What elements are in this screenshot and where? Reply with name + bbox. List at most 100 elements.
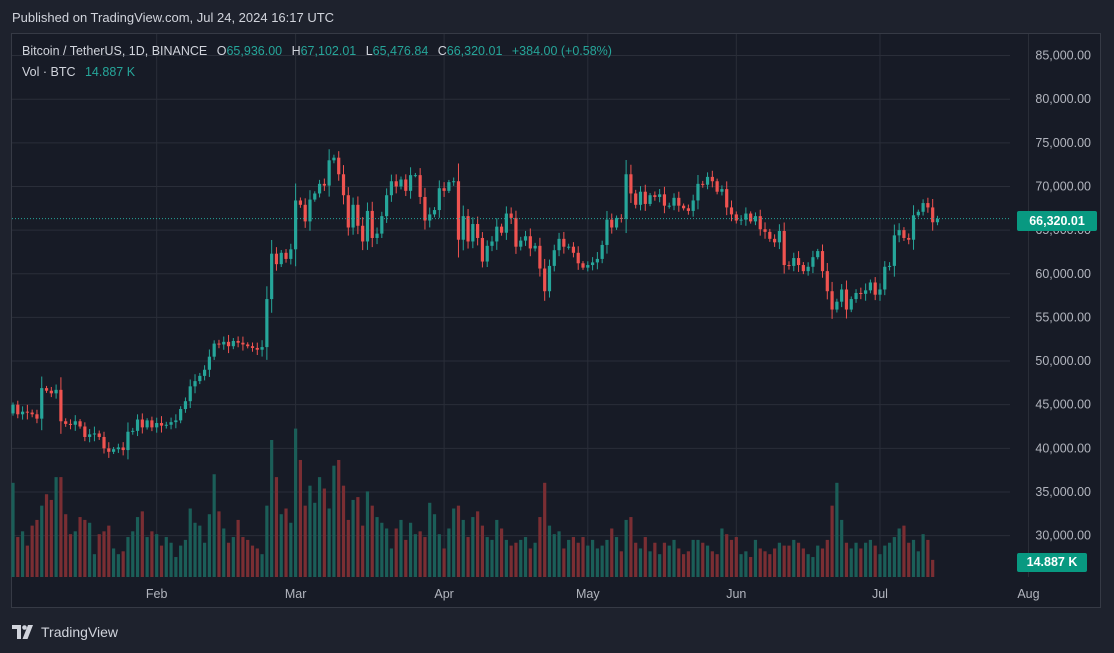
volume-bar xyxy=(284,508,288,577)
candle-body xyxy=(380,216,384,234)
candle-body xyxy=(408,175,413,191)
volume-bar xyxy=(241,537,245,577)
candle-body xyxy=(231,340,235,347)
volume-bar xyxy=(595,548,599,577)
candle-body xyxy=(749,213,753,222)
volume-bar xyxy=(634,542,638,577)
volume-bar xyxy=(30,525,34,577)
volume-bar xyxy=(198,525,202,577)
volume-bar xyxy=(557,531,561,577)
volume-bar xyxy=(92,554,97,577)
volume-bar xyxy=(68,534,73,577)
candle-body xyxy=(705,176,710,185)
volume-bar xyxy=(274,477,279,577)
candle-body xyxy=(212,343,216,357)
volume-bar xyxy=(107,525,111,577)
volume-bar xyxy=(279,514,283,577)
tradingview-brand[interactable]: TradingView xyxy=(12,624,118,640)
candle-body xyxy=(418,175,422,197)
candle-body xyxy=(116,447,120,450)
volume-bar xyxy=(183,539,188,577)
time-tick-label: May xyxy=(576,587,600,601)
volume-bar xyxy=(88,522,92,577)
candle-body xyxy=(370,210,374,238)
volume-bar xyxy=(864,542,868,577)
candle-body xyxy=(931,207,935,223)
candle-body xyxy=(217,343,221,345)
candle-body xyxy=(854,292,858,300)
low-label: L xyxy=(365,44,373,58)
volume-bar xyxy=(710,551,714,577)
candle-body xyxy=(322,183,326,186)
volume-bar xyxy=(581,537,585,577)
volume-bar xyxy=(294,428,298,577)
candle-body xyxy=(274,253,279,265)
volume-bar xyxy=(476,511,480,577)
candle-body xyxy=(265,299,269,348)
volume-bar xyxy=(552,534,556,577)
candle-body xyxy=(634,193,638,205)
volume-bar xyxy=(78,517,82,577)
volume-bar xyxy=(873,545,877,577)
candle-body xyxy=(547,265,552,292)
candle-body xyxy=(222,341,226,345)
volume-bar xyxy=(179,545,183,577)
candle-body xyxy=(145,420,149,428)
candle-body xyxy=(131,430,135,432)
candle-body xyxy=(375,233,379,238)
candle-body xyxy=(523,236,528,241)
candles xyxy=(11,149,940,460)
volume-bar xyxy=(495,519,499,577)
volume-bar xyxy=(897,528,901,577)
volume-bar xyxy=(610,528,614,577)
volume-bar xyxy=(126,537,130,577)
candle-body xyxy=(97,433,101,437)
volume-bar xyxy=(131,531,135,577)
volume-bar xyxy=(887,542,892,577)
chart-frame[interactable] xyxy=(11,33,1101,608)
candle-body xyxy=(404,179,408,191)
candle-body xyxy=(135,419,140,431)
price-tick-label: 70,000.00 xyxy=(1035,179,1091,193)
volume-bar xyxy=(830,505,834,577)
candle-body xyxy=(44,388,49,391)
candle-body xyxy=(102,436,106,449)
volume-bar xyxy=(806,554,810,577)
volume-bar xyxy=(231,537,235,577)
candle-body xyxy=(246,344,250,347)
volume-bar xyxy=(653,542,657,577)
volume-bar xyxy=(456,505,461,577)
candle-body xyxy=(169,422,173,425)
volume-bar xyxy=(289,522,293,577)
volume-bar xyxy=(341,485,346,577)
price-tick-label: 55,000.00 xyxy=(1035,310,1091,324)
volume-bar xyxy=(686,551,690,577)
volume-bar xyxy=(682,554,686,577)
candle-body xyxy=(897,230,901,236)
volume-bar xyxy=(97,534,101,577)
volume-bar xyxy=(614,537,619,577)
candle-body xyxy=(327,160,331,186)
volume-bar xyxy=(825,539,829,577)
candle-body xyxy=(126,431,130,451)
volume-bar xyxy=(744,551,748,577)
volume-bar xyxy=(907,542,911,577)
candle-body xyxy=(241,342,245,345)
candle-body xyxy=(341,174,346,196)
volume-bar xyxy=(643,537,647,577)
candle-body xyxy=(811,257,815,267)
volume-bar xyxy=(365,491,370,577)
volume-bar xyxy=(662,542,667,577)
volume-bar xyxy=(250,545,255,577)
candle-body xyxy=(614,217,619,228)
candle-body xyxy=(653,195,657,197)
volume-bar xyxy=(408,522,413,577)
candle-body xyxy=(432,210,437,215)
volume-bar xyxy=(519,539,523,577)
volume-bar xyxy=(423,537,427,577)
volume-bar xyxy=(773,548,777,577)
volume-bar xyxy=(533,542,537,577)
candle-body xyxy=(289,249,293,259)
candle-body xyxy=(725,189,729,208)
